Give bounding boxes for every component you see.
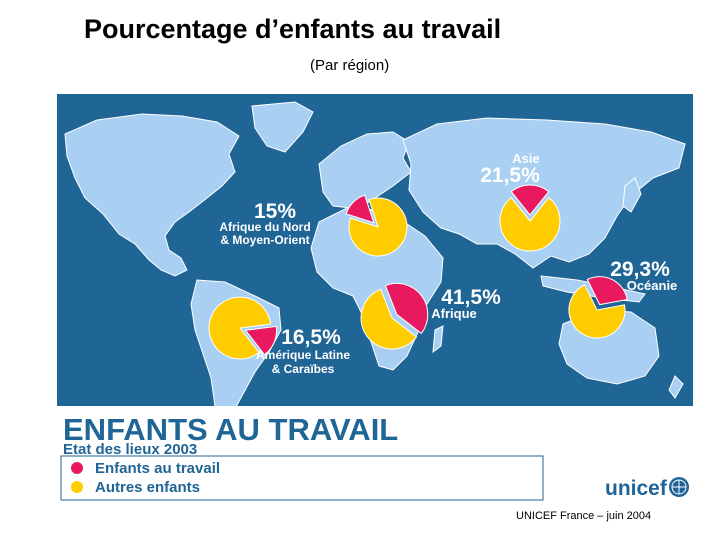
region-latam: 16,5% Amérique Latine & Caraïbes	[208, 296, 350, 376]
region-mena-name-line1: Afrique du Nord	[219, 220, 310, 234]
legend-label-other-children: Autres enfants	[95, 479, 200, 496]
new-zealand-shape	[668, 375, 684, 399]
pie-slice-other-children-oceania	[568, 284, 626, 339]
banner-heading: ENFANTS AU TRAVAIL	[63, 412, 398, 447]
unicef-emblem-icon	[669, 477, 689, 497]
pie-slice-children-working-oceania	[586, 276, 628, 306]
pie-slice-children-working-africa	[384, 282, 429, 335]
region-oceania-percent: 29,3%	[610, 258, 670, 281]
region-oceania: 29,3% Océanie	[568, 258, 678, 339]
legend-box	[60, 455, 544, 501]
banner-panel	[57, 406, 693, 504]
region-latam-name-line1: Amérique Latine	[256, 348, 350, 362]
pie-chart-latam	[208, 296, 278, 360]
region-mena-name-line2: & Moyen-Orient	[220, 233, 309, 247]
region-mena: 15% Afrique du Nord & Moyen-Orient	[219, 194, 408, 257]
region-latam-name-line2: & Caraïbes	[272, 362, 335, 376]
world-map: ENFANTS AU TRAVAIL Etat des lieux 2003 E…	[57, 94, 693, 504]
greenland-shape	[251, 101, 314, 153]
pie-chart-mena	[345, 194, 408, 257]
legend-swatch-children-working	[71, 462, 83, 474]
page-subtitle: (Par région)	[310, 57, 390, 74]
japan-shape	[622, 177, 642, 213]
pie-chart-africa	[360, 282, 429, 350]
region-oceania-name: Océanie	[627, 278, 678, 293]
page-title: Pourcentage d’enfants au travail	[84, 14, 502, 44]
region-africa-percent: 41,5%	[441, 286, 501, 309]
pie-slice-children-working-asia	[510, 184, 550, 216]
region-mena-percent: 15%	[254, 200, 296, 223]
europe-shape	[318, 131, 412, 209]
pie-slice-other-children-asia	[499, 196, 561, 252]
pie-slice-children-working-latam	[244, 325, 278, 356]
pie-chart-oceania	[568, 276, 628, 339]
region-asia: Asie 21,5%	[480, 151, 561, 252]
region-latam-percent: 16,5%	[281, 326, 341, 349]
legend-label-children-working: Enfants au travail	[95, 460, 220, 477]
pie-chart-asia	[499, 184, 561, 252]
pie-slice-other-children-latam	[208, 296, 272, 360]
source-credit: UNICEF France – juin 2004	[516, 510, 652, 522]
banner-subheading: Etat des lieux 2003	[63, 441, 197, 458]
pie-slice-other-children-mena	[348, 197, 408, 257]
madagascar-shape	[432, 325, 444, 354]
region-africa: 41,5% Afrique	[360, 282, 501, 350]
region-asia-percent: 21,5%	[480, 164, 540, 187]
pie-slice-other-children-africa	[360, 288, 418, 350]
unicef-logo-text: unicef	[605, 477, 668, 500]
region-asia-name: Asie	[512, 151, 539, 166]
pie-slice-children-working-mena	[345, 194, 375, 224]
north-america-shape	[64, 113, 240, 277]
region-africa-name: Afrique	[431, 306, 477, 321]
legend-swatch-other-children	[71, 481, 83, 493]
